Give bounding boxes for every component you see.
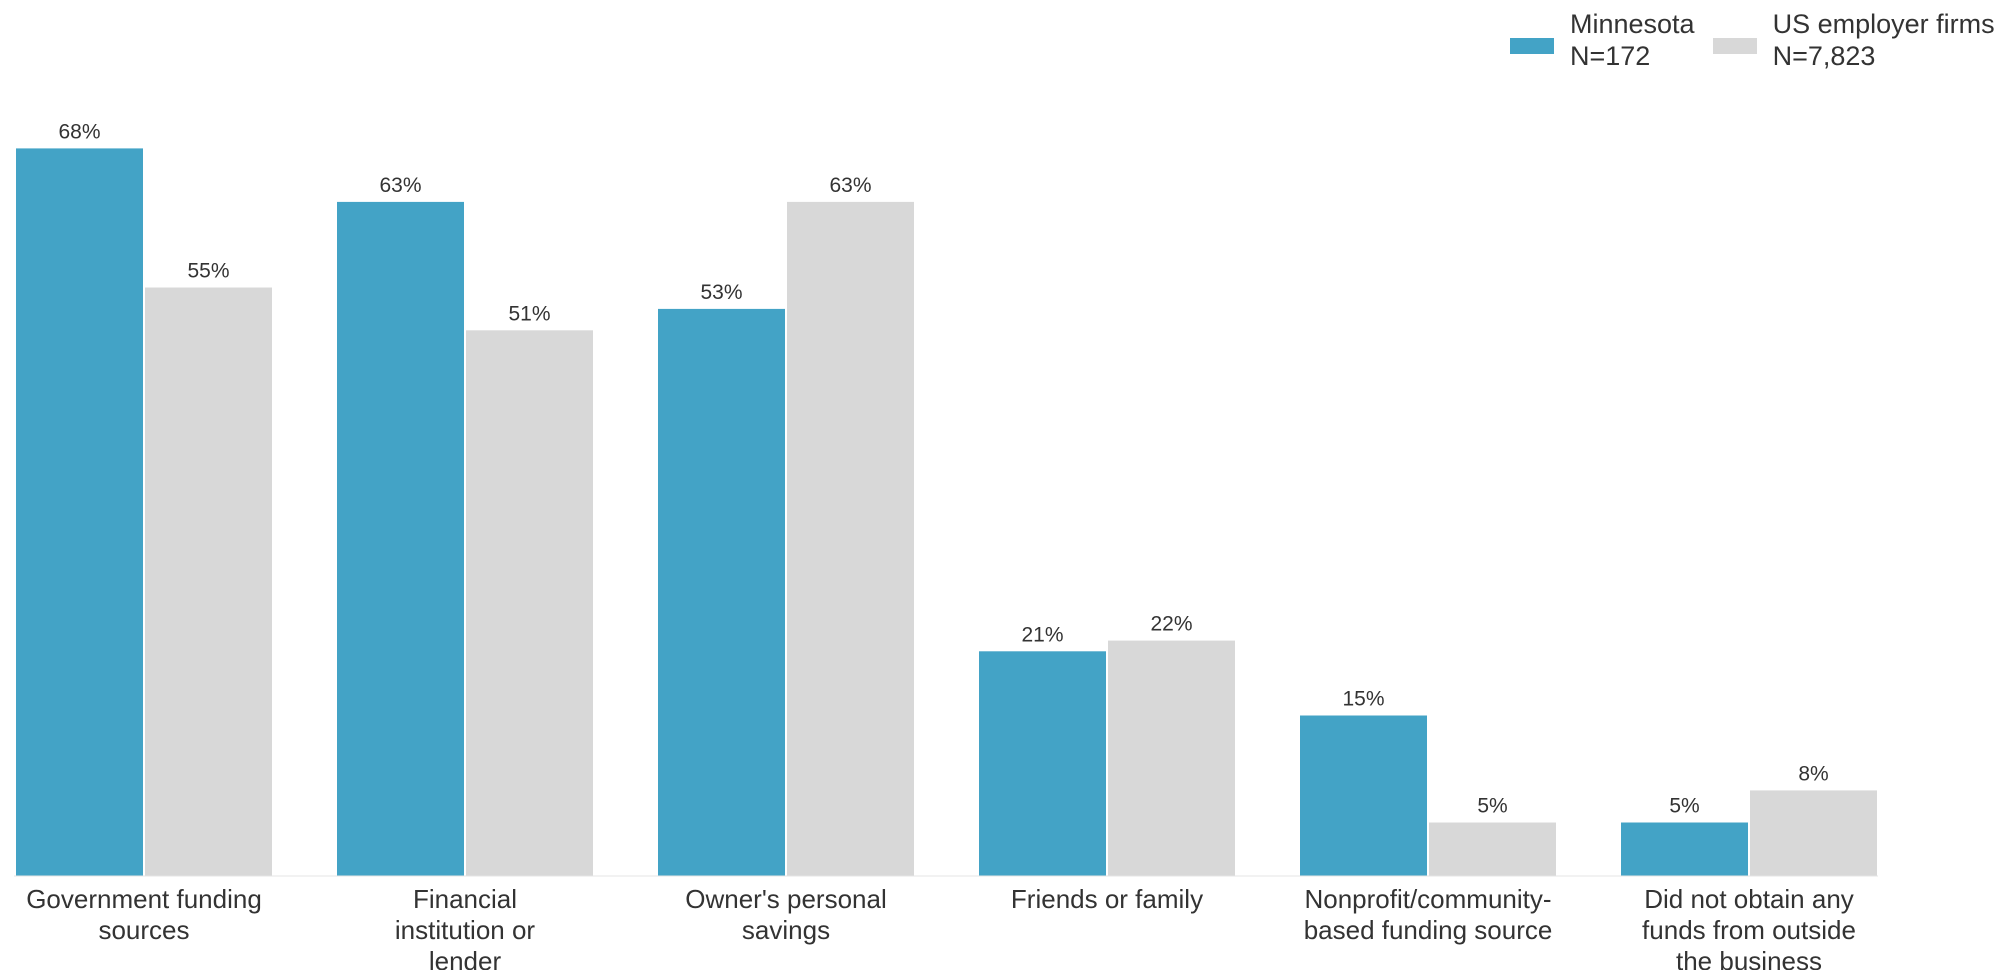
category-label-3: Friends or family xyxy=(1011,884,1203,914)
data-label-minnesota-2: 53% xyxy=(700,281,742,304)
data-label-us-employer-firms-1: 51% xyxy=(508,302,550,325)
legend-label-us: US employer firms xyxy=(1772,9,1995,39)
bar-us-employer-firms-3 xyxy=(1108,640,1235,876)
data-label-us-employer-firms-3: 22% xyxy=(1150,613,1192,636)
data-label-us-employer-firms-4: 5% xyxy=(1477,795,1507,818)
bar-minnesota-1 xyxy=(337,201,464,876)
bar-minnesota-3 xyxy=(979,651,1106,876)
bar-minnesota-2 xyxy=(658,308,785,876)
legend-swatch-us xyxy=(1712,38,1757,54)
category-label-5: Did not obtain any funds from outside the … xyxy=(1642,884,1856,970)
bar-us-employer-firms-0 xyxy=(145,287,272,876)
legend-item-minnesota: Minnesota N=172 xyxy=(1510,8,1695,72)
legend: Minnesota N=172 US employer firms N=7,82… xyxy=(1510,8,1995,72)
data-label-minnesota-0: 68% xyxy=(58,120,100,143)
bar-minnesota-5 xyxy=(1621,822,1748,876)
data-label-minnesota-3: 21% xyxy=(1021,623,1063,646)
legend-label-minnesota: Minnesota xyxy=(1570,9,1695,39)
legend-swatch-minnesota xyxy=(1510,38,1554,54)
data-label-us-employer-firms-5: 8% xyxy=(1798,762,1828,785)
data-label-minnesota-5: 5% xyxy=(1669,795,1699,818)
legend-item-us: US employer firms N=7,823 xyxy=(1712,8,1995,72)
legend-sample-us: N=7,823 xyxy=(1772,41,1876,71)
bar-minnesota-4 xyxy=(1300,715,1427,876)
data-label-us-employer-firms-2: 63% xyxy=(829,174,871,197)
data-label-minnesota-4: 15% xyxy=(1342,688,1384,711)
bar-us-employer-firms-2 xyxy=(787,201,914,876)
category-label-4: Nonprofit/community-based funding source xyxy=(1304,884,1553,945)
category-label-1: Financial institution or lender xyxy=(395,884,536,970)
category-label-2: Owner's personal savings xyxy=(685,884,887,945)
bar-us-employer-firms-1 xyxy=(466,330,593,876)
category-label-0: Government funding sources xyxy=(26,884,262,945)
data-label-minnesota-1: 63% xyxy=(379,174,421,197)
bar-minnesota-0 xyxy=(16,148,143,876)
bar-us-employer-firms-5 xyxy=(1750,790,1877,876)
bar-us-employer-firms-4 xyxy=(1429,822,1556,876)
data-label-us-employer-firms-0: 55% xyxy=(187,260,229,283)
legend-sample-minnesota: N=172 xyxy=(1570,41,1651,71)
